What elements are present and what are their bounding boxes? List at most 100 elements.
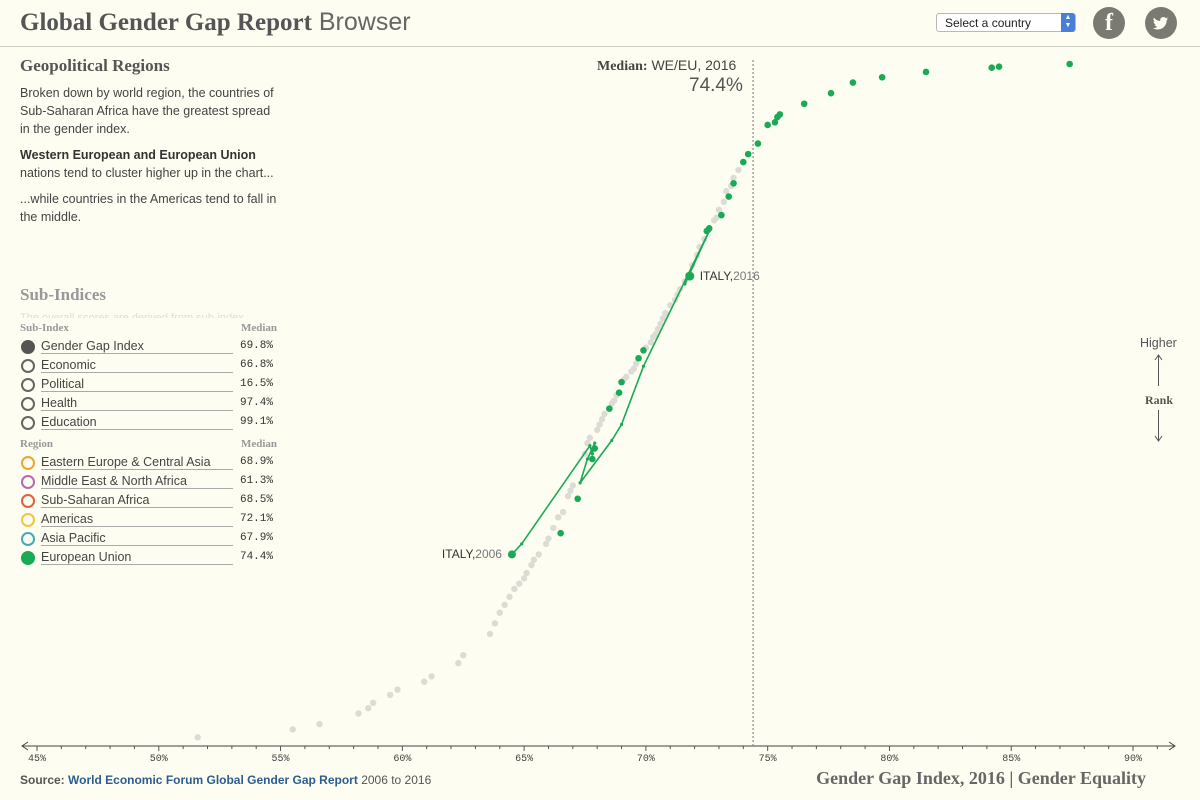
region-label: Eastern Europe & Central Asia — [41, 455, 211, 469]
eu-country-point — [574, 495, 581, 503]
eu-country-point — [557, 529, 564, 537]
subindex-toggle-icon[interactable] — [21, 359, 35, 373]
italy-trail-point — [578, 481, 582, 485]
subindex-row[interactable]: Gender Gap Index 69.8% — [20, 337, 277, 356]
eu-country-point — [640, 347, 647, 354]
region-toggle-icon[interactable] — [21, 456, 35, 470]
subindex-label: Education — [41, 415, 97, 429]
italy-2006-point — [507, 550, 516, 559]
country-point — [528, 561, 535, 569]
country-point — [564, 492, 572, 500]
eu-country-point — [754, 140, 762, 147]
eu-country-point — [730, 179, 737, 187]
country-point — [501, 601, 508, 608]
region-toggle-icon[interactable] — [21, 494, 35, 508]
story-panel: Geopolitical Regions Broken down by worl… — [20, 56, 280, 226]
region-toggle-icon[interactable] — [21, 475, 35, 489]
twitter-bird-glyph — [1152, 17, 1169, 30]
eu-country-point — [878, 73, 886, 81]
subindex-toggle-icon[interactable] — [21, 378, 35, 392]
country-point — [723, 188, 730, 195]
subindex-toggle-icon[interactable] — [21, 416, 35, 430]
facebook-icon[interactable]: f — [1093, 7, 1125, 39]
subindex-label: Political — [41, 377, 85, 391]
region-median-header-label: Median — [240, 438, 277, 450]
subindex-row[interactable]: Political 16.5% — [20, 375, 277, 394]
x-tick-label: 90% — [1124, 754, 1142, 765]
region-label: European Union — [41, 550, 132, 564]
country-point — [394, 686, 401, 693]
country-point — [715, 206, 723, 214]
country-point — [567, 487, 574, 495]
country-point — [628, 368, 635, 375]
x-tick-label: 55% — [272, 754, 290, 765]
region-underline — [41, 564, 233, 565]
country-point — [523, 569, 530, 577]
rank-arrow-down-icon — [1158, 410, 1159, 440]
italy-trail-point — [683, 282, 687, 286]
country-point — [654, 325, 662, 333]
country-point — [550, 524, 557, 532]
country-select[interactable]: Select a country ▲ ▼ — [936, 13, 1076, 32]
eu-country-point — [740, 158, 747, 166]
region-row[interactable]: Sub-Saharan Africa 68.5% — [20, 491, 277, 510]
italy-2016-year: 2016 — [733, 269, 760, 284]
region-row[interactable]: Eastern Europe & Central Asia 68.9% — [20, 453, 277, 472]
italy-trail-point — [593, 441, 597, 445]
country-point — [506, 593, 513, 601]
eu-country-point — [635, 354, 642, 362]
source-suffix: 2006 to 2016 — [361, 773, 432, 787]
region-median-value: 67.9% — [239, 532, 273, 544]
region-median-value: 68.9% — [239, 456, 273, 468]
region-median-value: 61.3% — [239, 475, 273, 487]
subindex-underline — [41, 372, 233, 373]
italy-2006-year: 2006 — [475, 547, 502, 562]
region-row[interactable]: European Union 74.4% — [20, 548, 277, 567]
region-toggle-icon[interactable] — [21, 551, 35, 565]
italy-trail-point — [610, 438, 614, 443]
region-row[interactable]: Americas 72.1% — [20, 510, 277, 529]
italy-trail-point — [641, 364, 646, 368]
italy-trail-line — [511, 230, 710, 555]
region-toggle-icon[interactable] — [21, 513, 35, 527]
region-toggle-icon[interactable] — [21, 532, 35, 546]
subindex-row[interactable]: Economic 66.8% — [20, 356, 277, 375]
subindex-row[interactable]: Health 97.4% — [20, 394, 277, 413]
subindex-underline — [41, 429, 233, 430]
source-link[interactable]: World Economic Forum Global Gender Gap R… — [68, 773, 358, 787]
country-point — [455, 659, 462, 667]
story-paragraph-1: Broken down by world region, the countri… — [20, 86, 274, 136]
italy-trail-point — [619, 422, 624, 427]
region-row[interactable]: Middle East & North Africa 61.3% — [20, 472, 277, 491]
eu-country-point — [764, 121, 771, 129]
subindex-toggle-icon[interactable] — [21, 397, 35, 411]
country-point — [421, 678, 428, 685]
country-point — [535, 551, 542, 558]
country-point — [316, 720, 323, 728]
eu-country-point — [800, 100, 808, 108]
twitter-icon[interactable] — [1145, 7, 1177, 39]
eu-country-point — [995, 63, 1003, 70]
country-point — [735, 166, 742, 174]
x-axis-arrow-left-icon — [21, 741, 29, 751]
region-underline — [41, 469, 233, 470]
region-list: Eastern Europe & Central Asia 68.9% Middle… — [20, 453, 277, 567]
subindex-underline — [41, 391, 233, 392]
subindex-toggle-icon[interactable] — [21, 340, 35, 354]
select-arrows-icon: ▲ ▼ — [1061, 13, 1075, 32]
subindex-row[interactable]: Education 99.1% — [20, 413, 277, 432]
eu-country-point — [589, 455, 596, 463]
region-row[interactable]: Asia Pacific 67.9% — [20, 529, 277, 548]
eu-country-point — [988, 64, 996, 72]
country-point — [569, 482, 577, 489]
subindex-median-value: 69.8% — [239, 340, 273, 352]
italy-2016-country: ITALY, — [699, 269, 734, 284]
app-title: Global Gender Gap Report Browser — [20, 8, 411, 37]
italy-2016-point — [685, 271, 695, 281]
eu-country-point — [725, 193, 732, 200]
subindex-median-value: 66.8% — [239, 359, 273, 371]
country-point — [720, 198, 728, 206]
country-point — [596, 421, 603, 428]
eu-country-point — [744, 150, 752, 158]
story-paragraph-3: ...while countries in the Americas tend … — [20, 192, 277, 224]
